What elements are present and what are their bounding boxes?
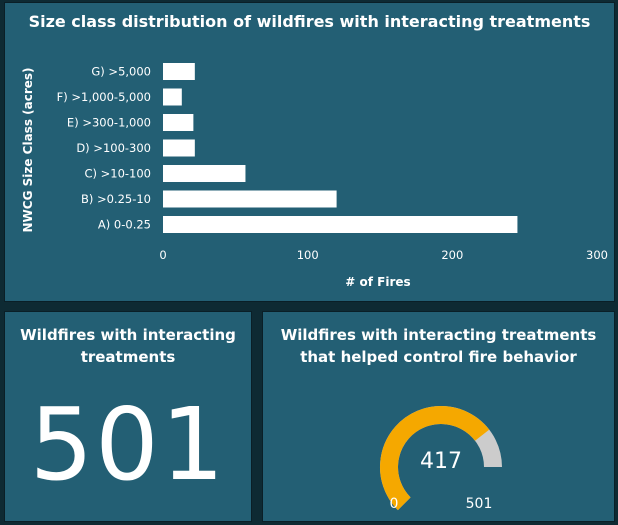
bar-chart: G) >5,000 F) >1,000-5,000 E) >300-1,000 D) … [21, 63, 608, 289]
y-tick-label: D) >100-300 [76, 141, 151, 155]
x-tick-label: 200 [441, 248, 463, 262]
bar [163, 139, 195, 157]
count-panel: Wildfires with interacting treatments 50… [4, 311, 252, 522]
x-tick-label: 100 [297, 248, 319, 262]
gauge-fill [380, 406, 490, 511]
gauge: 417 0 501 [380, 406, 502, 512]
gauge-panel: Wildfires with interacting treatments th… [262, 311, 615, 522]
bar [163, 165, 246, 182]
y-tick-label: B) >0.25-10 [81, 192, 151, 206]
y-tick-label: G) >5,000 [91, 65, 151, 79]
bar [163, 190, 337, 208]
gauge-value: 417 [420, 449, 462, 474]
chart-panel: Size class distribution of wildfires wit… [4, 2, 615, 302]
gauge-min-label: 0 [390, 496, 399, 512]
wildfire-count-value: 501 [29, 386, 227, 503]
bar [163, 216, 518, 233]
bar [163, 88, 182, 106]
gauge-max-label: 501 [466, 496, 493, 512]
x-axis-title: # of Fires [345, 275, 410, 289]
bar [163, 114, 194, 131]
chart-title: Size class distribution of wildfires wit… [28, 12, 591, 31]
y-axis-title: NWCG Size Class (acres) [21, 67, 35, 232]
y-tick-label: A) 0-0.25 [98, 218, 151, 232]
x-tick-label: 300 [586, 248, 608, 262]
gauge-panel-title: Wildfires with interacting treatments th… [280, 326, 597, 366]
y-tick-label: C) >10-100 [84, 167, 151, 181]
count-panel-title: Wildfires with interacting treatments [20, 326, 236, 366]
bar [163, 63, 195, 80]
x-tick-label: 0 [159, 248, 166, 262]
y-tick-label: E) >300-1,000 [67, 116, 151, 130]
y-tick-label: F) >1,000-5,000 [57, 90, 151, 104]
